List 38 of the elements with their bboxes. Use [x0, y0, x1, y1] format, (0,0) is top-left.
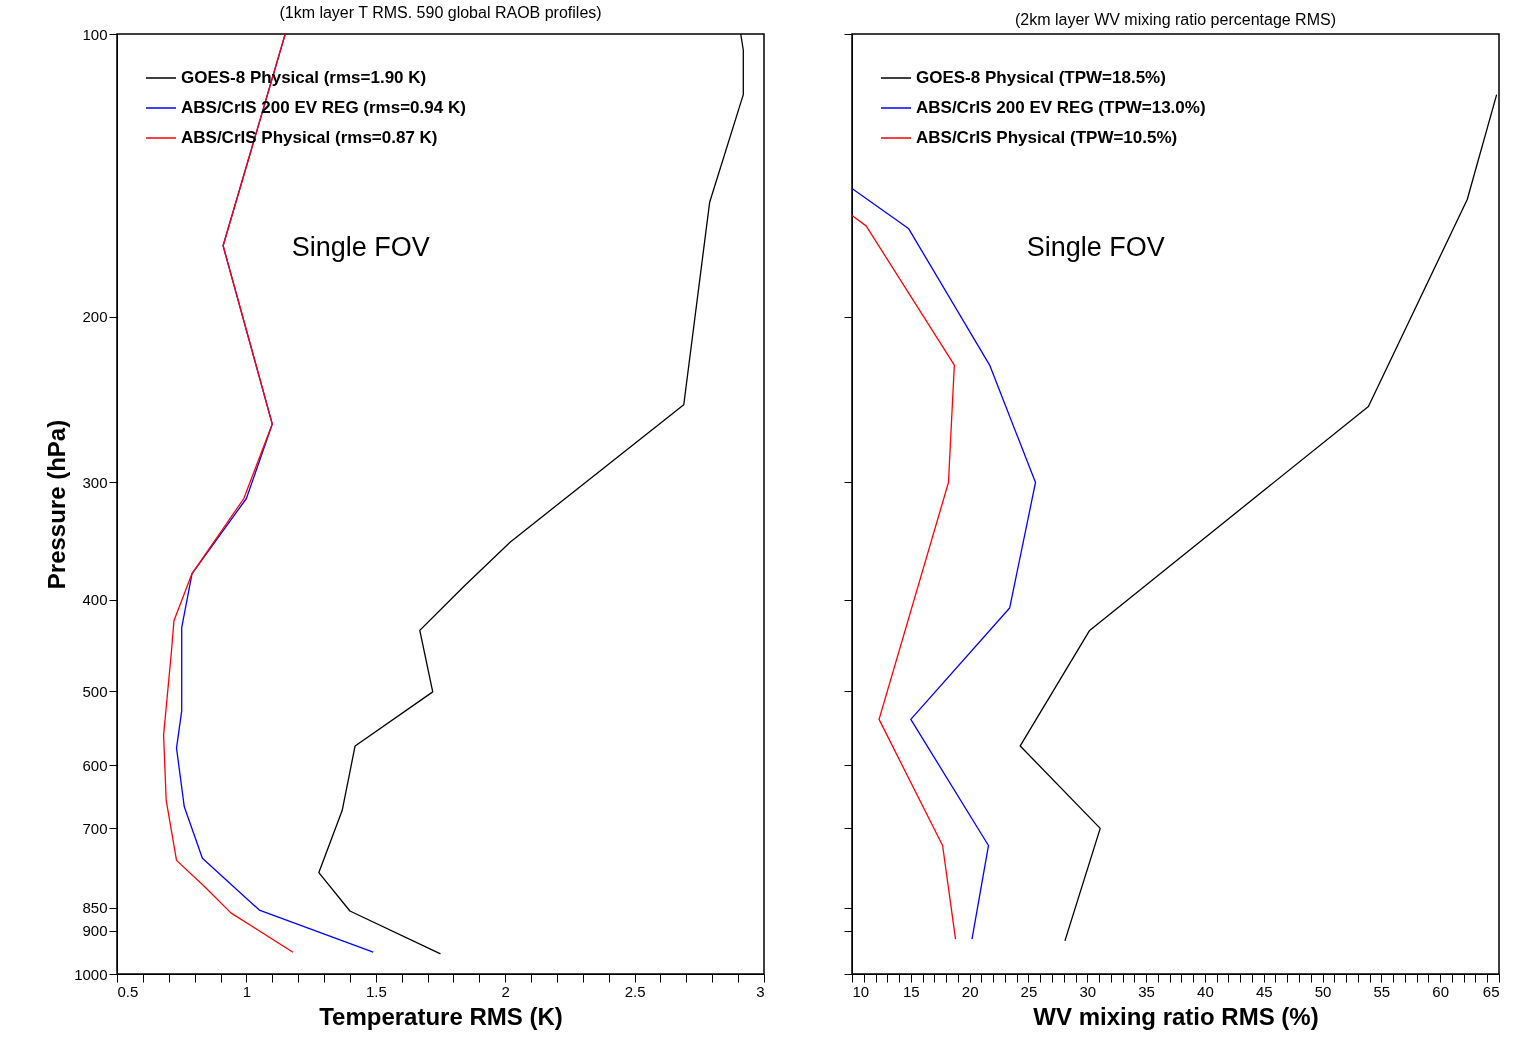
x-tick-label: 55 [1373, 982, 1391, 1000]
x-tick-label: 20 [961, 982, 979, 1000]
y-tick-label: 1000 [74, 965, 108, 983]
annotation: Single FOV [1026, 232, 1165, 263]
x-tick-label: 0.5 [117, 982, 139, 1000]
y-tick-label: 900 [82, 922, 108, 940]
x-axis-title: WV mixing ratio RMS (%) [1033, 1002, 1319, 1030]
y-tick-label: 600 [82, 756, 108, 774]
y-tick-label: 200 [82, 308, 108, 326]
x-tick-label: 15 [902, 982, 920, 1000]
x-tick-label: 30 [1079, 982, 1097, 1000]
x-tick-label: 35 [1138, 982, 1155, 1000]
x-tick-label: 10 [852, 982, 870, 1000]
y-tick-label: 700 [82, 819, 108, 837]
y-tick-label: 300 [82, 473, 108, 491]
y-tick-label: 100 [82, 25, 108, 43]
y-axis-title: Pressure (hPa) [43, 419, 71, 590]
x-tick-label: 3 [756, 982, 765, 1000]
x-tick-label: 45 [1255, 982, 1273, 1000]
y-tick-label: 850 [82, 899, 108, 917]
x-tick-label: 50 [1314, 982, 1332, 1000]
x-tick-label: 65 [1482, 982, 1500, 1000]
x-tick-label: 25 [1020, 982, 1038, 1000]
annotation: Single FOV [291, 232, 430, 263]
x-tick-label: 2 [501, 982, 510, 1000]
x-axis-title: Temperature RMS (K) [319, 1002, 563, 1030]
legend-label: ABS/CrIS Physical (TPW=10.5%) [916, 128, 1178, 147]
y-tick-label: 500 [82, 682, 108, 700]
x-tick-label: 2.5 [624, 982, 646, 1000]
legend-label: GOES-8 Physical (TPW=18.5%) [916, 68, 1166, 87]
x-tick-label: 1 [242, 982, 252, 1000]
x-tick-label: 60 [1432, 982, 1450, 1000]
x-tick-label: 1.5 [365, 982, 387, 1000]
chart-title: (2km layer WV mixing ratio percentage RMS) [1015, 10, 1336, 28]
legend-label: ABS/CrIS 200 EV REG (TPW=13.0%) [916, 98, 1206, 117]
x-tick-label: 40 [1197, 982, 1214, 1000]
chart-title: (1km layer T RMS. 590 global RAOB profiles) [279, 4, 602, 21]
y-tick-label: 400 [82, 591, 108, 609]
